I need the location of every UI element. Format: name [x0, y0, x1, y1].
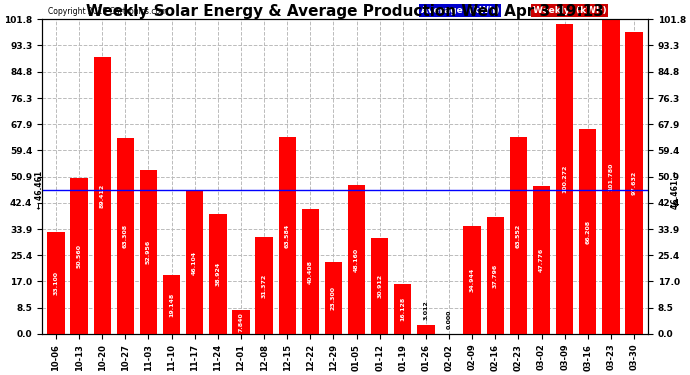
- Text: 38.924: 38.924: [215, 262, 220, 286]
- Text: 47.776: 47.776: [539, 248, 544, 272]
- Text: 30.912: 30.912: [377, 274, 382, 298]
- Text: ← 46.461: ← 46.461: [35, 171, 44, 209]
- Bar: [533, 186, 550, 334]
- Bar: [579, 129, 596, 334]
- Bar: [464, 226, 481, 334]
- Text: 19.148: 19.148: [169, 292, 174, 316]
- Text: 33.100: 33.100: [54, 271, 59, 295]
- Text: 23.300: 23.300: [331, 286, 336, 310]
- Text: 50.560: 50.560: [77, 244, 81, 268]
- Text: 46.461 →: 46.461 →: [671, 171, 680, 209]
- Text: 63.308: 63.308: [123, 224, 128, 248]
- Bar: [140, 170, 157, 334]
- Bar: [302, 209, 319, 334]
- Text: Copyright 2019 Cartronics.com: Copyright 2019 Cartronics.com: [48, 7, 168, 16]
- Text: 97.632: 97.632: [631, 171, 636, 195]
- Bar: [371, 238, 388, 334]
- Bar: [279, 137, 296, 334]
- Text: 31.372: 31.372: [262, 273, 266, 298]
- Text: 16.128: 16.128: [400, 297, 405, 321]
- Bar: [510, 138, 527, 334]
- Bar: [163, 275, 180, 334]
- Text: 7.840: 7.840: [239, 312, 244, 332]
- Text: Average  (kWh): Average (kWh): [421, 6, 500, 15]
- Bar: [348, 185, 365, 334]
- Text: 48.160: 48.160: [354, 248, 359, 272]
- Bar: [209, 214, 226, 334]
- Text: 52.956: 52.956: [146, 240, 151, 264]
- Bar: [117, 138, 134, 334]
- Bar: [625, 32, 642, 334]
- Text: 0.000: 0.000: [446, 310, 451, 329]
- Bar: [602, 19, 620, 334]
- Bar: [48, 232, 65, 334]
- Bar: [94, 57, 111, 334]
- Text: 63.552: 63.552: [516, 224, 521, 248]
- Text: 100.272: 100.272: [562, 165, 567, 193]
- Bar: [255, 237, 273, 334]
- Text: 89.412: 89.412: [100, 184, 105, 208]
- Text: 34.944: 34.944: [470, 268, 475, 292]
- Bar: [394, 284, 411, 334]
- Text: 40.408: 40.408: [308, 260, 313, 284]
- Bar: [556, 24, 573, 334]
- Bar: [486, 217, 504, 334]
- Bar: [186, 191, 204, 334]
- Text: Weekly  (kWh): Weekly (kWh): [533, 6, 607, 15]
- Bar: [70, 178, 88, 334]
- Text: 37.796: 37.796: [493, 263, 497, 288]
- Title: Weekly Solar Energy & Average Production Wed Apr 3 19:13: Weekly Solar Energy & Average Production…: [86, 4, 604, 19]
- Bar: [325, 262, 342, 334]
- Text: 46.104: 46.104: [193, 251, 197, 275]
- Text: 101.780: 101.780: [609, 162, 613, 191]
- Text: 3.012: 3.012: [424, 300, 428, 320]
- Text: 66.208: 66.208: [585, 219, 590, 244]
- Bar: [417, 325, 435, 334]
- Text: 63.584: 63.584: [285, 224, 290, 248]
- Bar: [233, 310, 250, 334]
